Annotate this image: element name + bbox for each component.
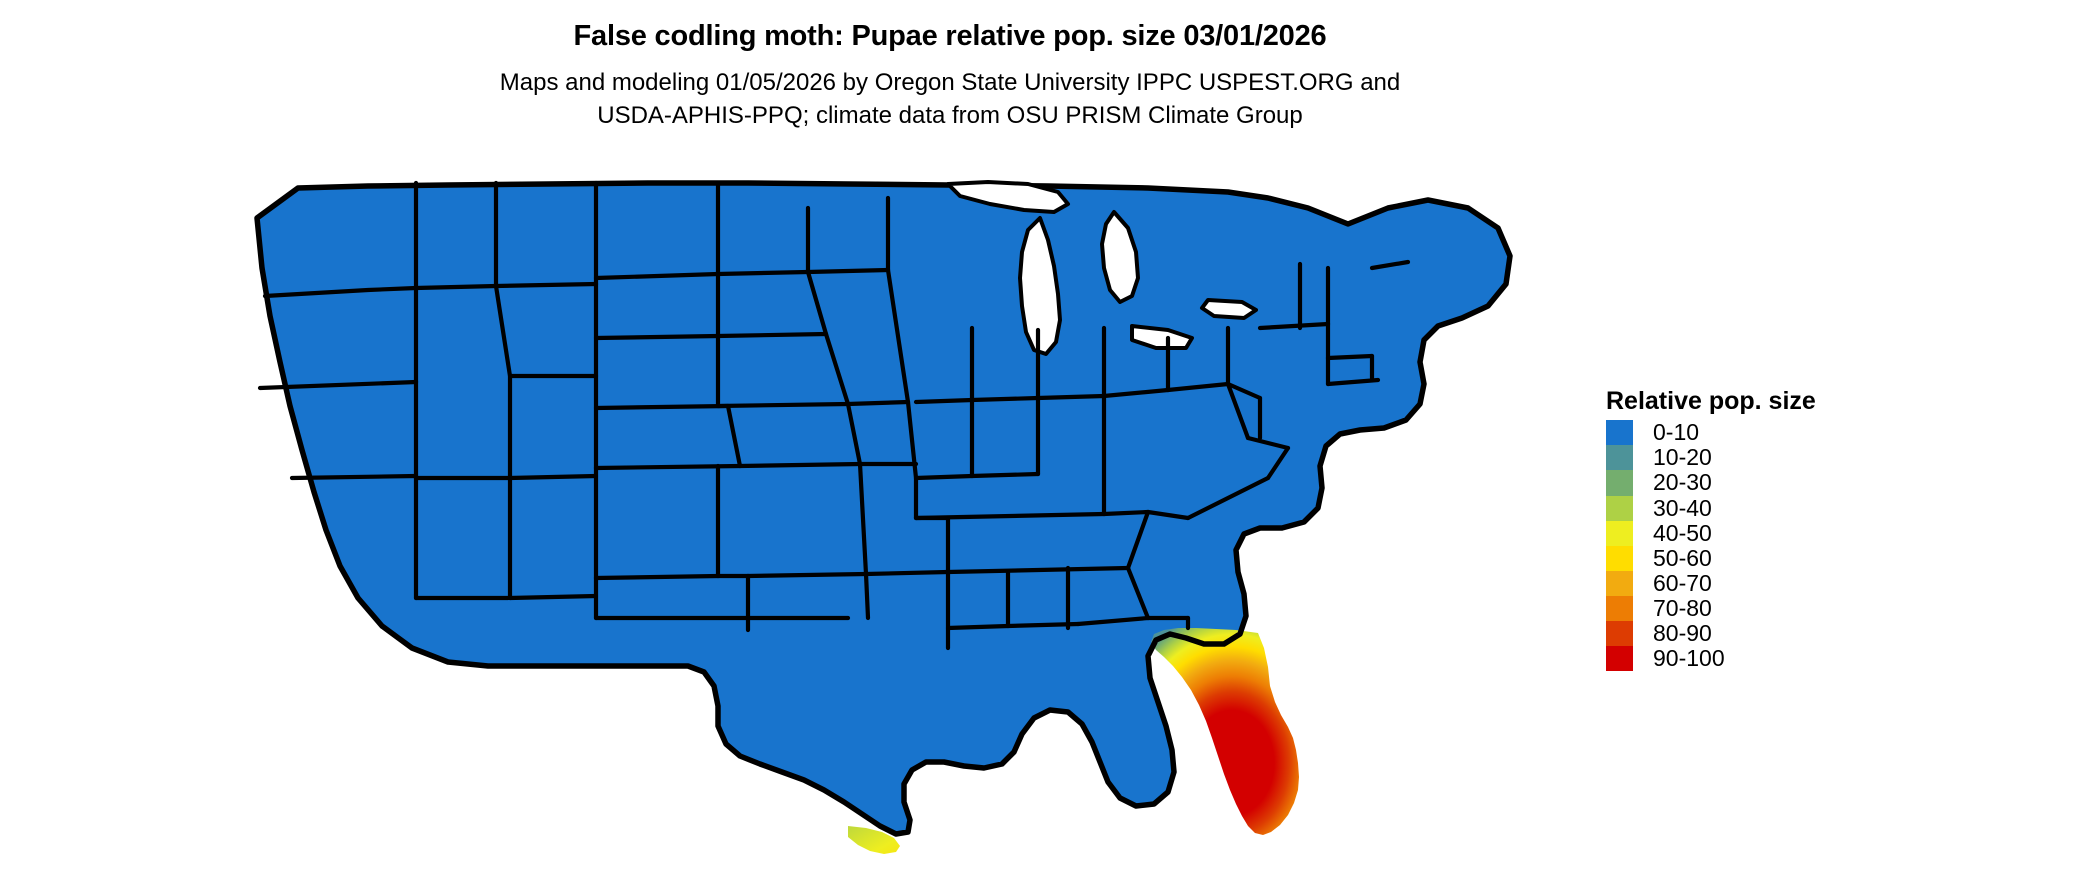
- legend-color-swatch: [1606, 570, 1633, 596]
- legend-color-swatch: [1606, 470, 1633, 496]
- page-title: False codling moth: Pupae relative pop. …: [573, 20, 1327, 52]
- legend-title: Relative pop. size: [1606, 387, 1816, 415]
- legend-label: 20-30: [1653, 469, 1712, 496]
- legend-color-swatch: [1606, 621, 1633, 647]
- legend-color-swatch: [1606, 646, 1633, 672]
- subtitle-line-2: USDA-APHIS-PPQ; climate data from OSU PR…: [597, 101, 1303, 129]
- map-header: False codling moth: Pupae relative pop. …: [0, 0, 1900, 132]
- lake-ontario: [1200, 298, 1258, 320]
- legend-row[interactable]: 20-30: [1606, 469, 1936, 496]
- legend-items: 0-10 10-20 20-30 30-40 40-50 50-60 60-70 70-80 8…: [1606, 419, 1936, 672]
- legend-color-swatch: [1606, 595, 1633, 621]
- map-linework: [254, 180, 1513, 837]
- legend-label: 10-20: [1653, 444, 1712, 471]
- legend-label: 40-50: [1653, 519, 1712, 546]
- lake-huron: [1100, 210, 1140, 304]
- legend-row[interactable]: 90-100: [1606, 645, 1936, 672]
- map-svg[interactable]: [248, 178, 1568, 878]
- legend-row[interactable]: 80-90: [1606, 620, 1936, 647]
- legend-label: 0-10: [1653, 419, 1700, 446]
- legend-label: 70-80: [1653, 594, 1712, 621]
- lake-superior: [946, 180, 1070, 214]
- legend-row[interactable]: 30-40: [1606, 494, 1936, 521]
- legend-color-swatch: [1606, 420, 1633, 446]
- legend-label: 60-70: [1653, 569, 1712, 596]
- choropleth[interactable]: [248, 178, 1568, 878]
- state-border-lines: [257, 180, 1411, 651]
- legend-color-swatch: [1606, 545, 1633, 571]
- legend-row[interactable]: 60-70: [1606, 569, 1936, 596]
- map-legend: Relative pop. size 0-10 10-20 20-30 30-40 40…: [1606, 387, 1936, 672]
- map-subtitle: Maps and modeling 01/05/2026 by Oregon S…: [0, 67, 1900, 132]
- legend-label: 50-60: [1653, 544, 1712, 571]
- legend-row[interactable]: 10-20: [1606, 444, 1936, 471]
- us-choropleth-map[interactable]: [248, 178, 1568, 878]
- legend-color-swatch: [1606, 495, 1633, 521]
- legend-label: 30-40: [1653, 494, 1712, 521]
- legend-row[interactable]: 50-60: [1606, 544, 1936, 571]
- legend-row[interactable]: 0-10: [1606, 419, 1936, 446]
- legend-color-swatch: [1606, 445, 1633, 471]
- us-coastline: [254, 180, 1513, 837]
- conus-fill[interactable]: [257, 183, 1510, 834]
- legend-color-swatch: [1606, 520, 1633, 546]
- legend-label: 80-90: [1653, 620, 1712, 647]
- subtitle-line-1: Maps and modeling 01/05/2026 by Oregon S…: [499, 69, 1401, 96]
- legend-row[interactable]: 70-80: [1606, 594, 1936, 621]
- legend-row[interactable]: 40-50: [1606, 519, 1936, 546]
- legend-label: 90-100: [1653, 645, 1725, 672]
- lake-erie: [1130, 324, 1194, 350]
